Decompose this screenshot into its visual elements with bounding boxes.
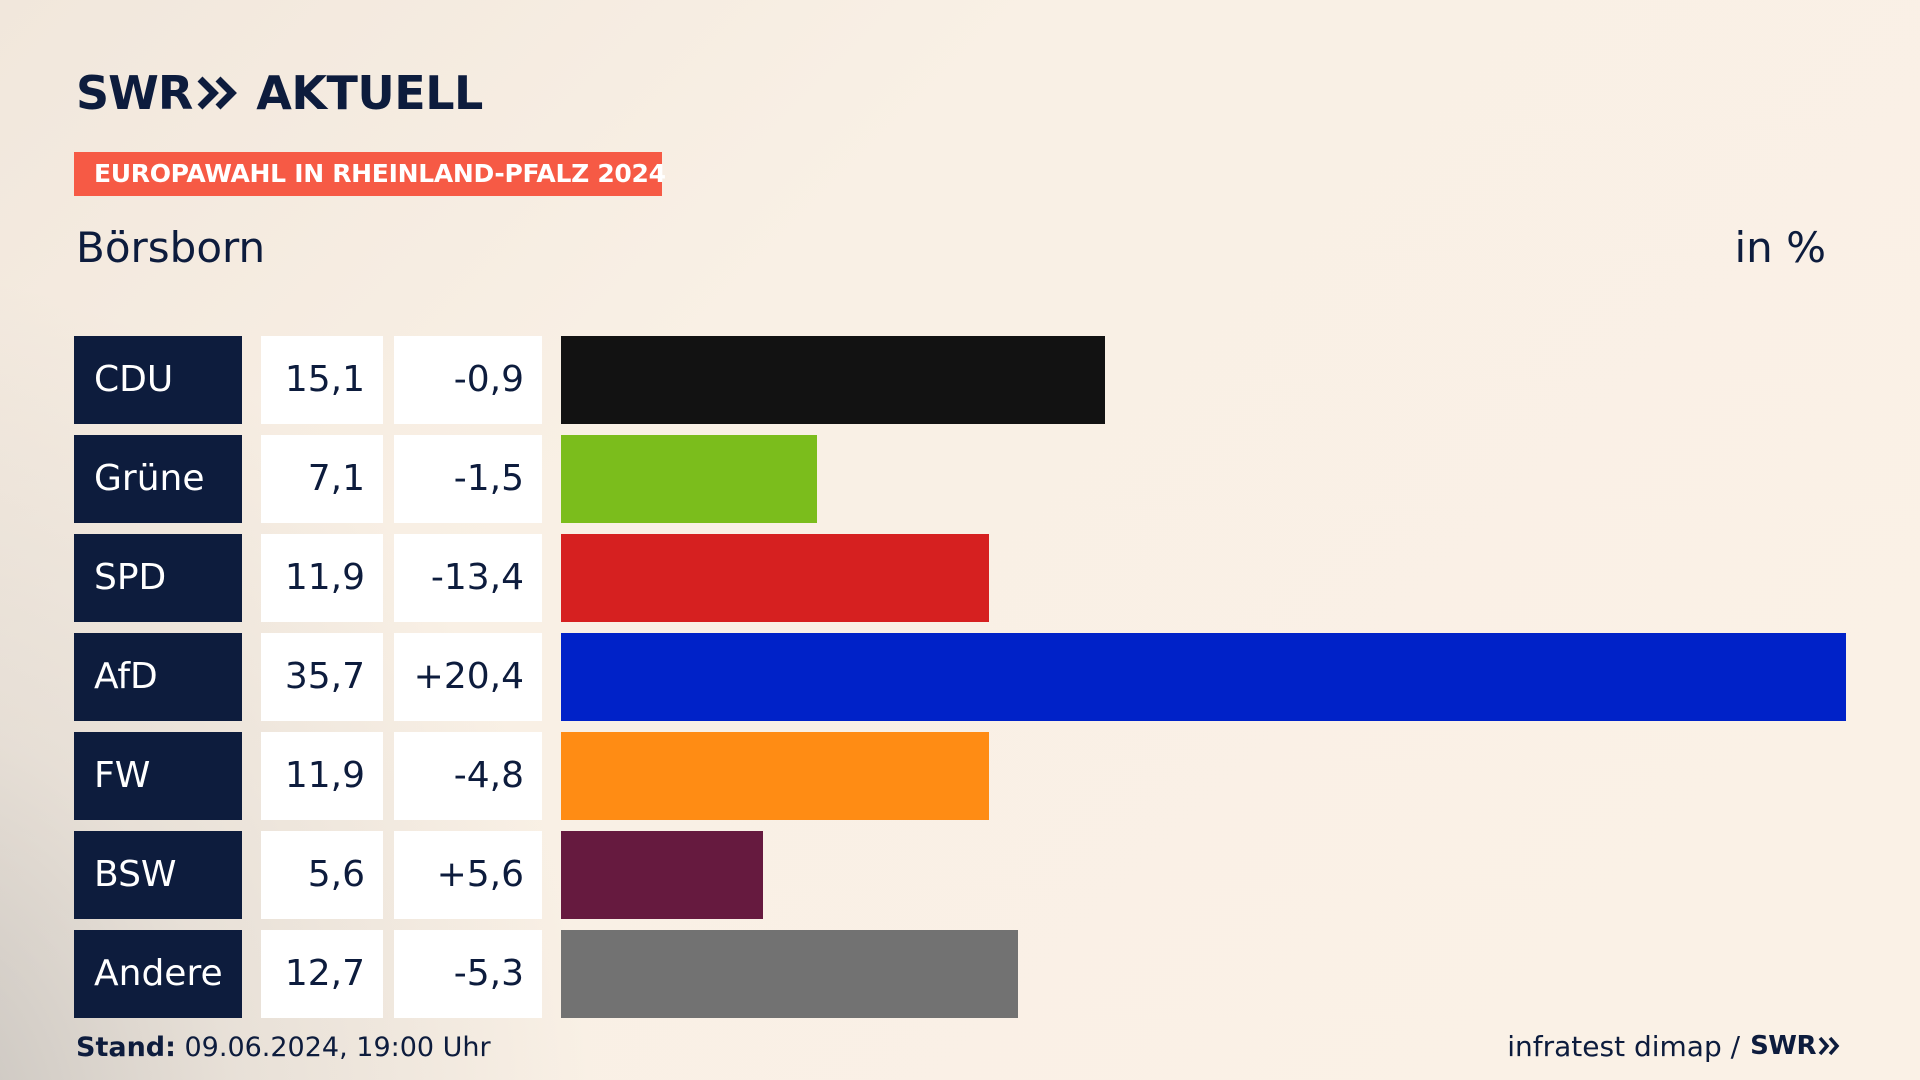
result-row: CDU 15,1 -0,9 bbox=[74, 336, 1846, 424]
party-label: BSW bbox=[74, 831, 242, 919]
double-chevron-right-icon bbox=[1818, 1036, 1840, 1056]
party-change-label: -4,8 bbox=[394, 732, 542, 820]
party-change-label: -5,3 bbox=[394, 930, 542, 1018]
bar-track bbox=[561, 336, 1846, 424]
bar-track bbox=[561, 930, 1846, 1018]
unit-label: in % bbox=[1734, 223, 1826, 272]
party-label: AfD bbox=[74, 633, 242, 721]
party-label: Andere bbox=[74, 930, 242, 1018]
party-value-label: 11,9 bbox=[261, 732, 383, 820]
result-row: Andere 12,7 -5,3 bbox=[74, 930, 1846, 1018]
party-value-label: 7,1 bbox=[261, 435, 383, 523]
results-chart: CDU 15,1 -0,9 Grüne 7,1 -1,5 SPD 11,9 -13,4 AfD 35… bbox=[74, 336, 1846, 1029]
bar-spd bbox=[561, 534, 989, 622]
stand-value: 09.06.2024, 19:00 Uhr bbox=[175, 1032, 491, 1063]
party-label: Grüne bbox=[74, 435, 242, 523]
logo-aktuell-text: AKTUELL bbox=[256, 66, 483, 120]
stand-footer: Stand: 09.06.2024, 19:00 Uhr bbox=[76, 1030, 491, 1066]
bar-cdu bbox=[561, 336, 1105, 424]
double-chevron-right-icon bbox=[197, 76, 238, 110]
bar-bsw bbox=[561, 831, 763, 919]
swr-aktuell-logo: SWR AKTUELL bbox=[76, 66, 483, 120]
source-text: infratest dimap / bbox=[1507, 1029, 1741, 1063]
bar-andere bbox=[561, 930, 1018, 1018]
stand-label: Stand: bbox=[76, 1032, 176, 1063]
party-change-label: -0,9 bbox=[394, 336, 542, 424]
bar-track bbox=[561, 732, 1846, 820]
party-change-label: -13,4 bbox=[394, 534, 542, 622]
logo-swr-text: SWR bbox=[76, 66, 193, 120]
election-badge: EUROPAWAHL IN RHEINLAND-PFALZ 2024 bbox=[74, 152, 666, 196]
party-label: CDU bbox=[74, 336, 242, 424]
result-row: Grüne 7,1 -1,5 bbox=[74, 435, 1846, 523]
bar-fw bbox=[561, 732, 989, 820]
bar-afd bbox=[561, 633, 1846, 721]
result-row: AfD 35,7 +20,4 bbox=[74, 633, 1846, 721]
footer-swr-logo: SWR bbox=[1750, 1031, 1816, 1061]
bar-track bbox=[561, 633, 1846, 721]
bar-track bbox=[561, 534, 1846, 622]
bar-track bbox=[561, 435, 1846, 523]
bar-track bbox=[561, 831, 1846, 919]
result-row: FW 11,9 -4,8 bbox=[74, 732, 1846, 820]
party-value-label: 15,1 bbox=[261, 336, 383, 424]
result-row: SPD 11,9 -13,4 bbox=[74, 534, 1846, 622]
party-change-label: +20,4 bbox=[394, 633, 542, 721]
party-change-label: -1,5 bbox=[394, 435, 542, 523]
source-footer: infratest dimap / SWR bbox=[1507, 1028, 1842, 1064]
result-row: BSW 5,6 +5,6 bbox=[74, 831, 1846, 919]
party-change-label: +5,6 bbox=[394, 831, 542, 919]
party-value-label: 5,6 bbox=[261, 831, 383, 919]
party-value-label: 11,9 bbox=[261, 534, 383, 622]
party-value-label: 12,7 bbox=[261, 930, 383, 1018]
bar-gr-ne bbox=[561, 435, 817, 523]
party-label: SPD bbox=[74, 534, 242, 622]
party-value-label: 35,7 bbox=[261, 633, 383, 721]
party-label: FW bbox=[74, 732, 242, 820]
place-title: Börsborn bbox=[76, 223, 266, 272]
